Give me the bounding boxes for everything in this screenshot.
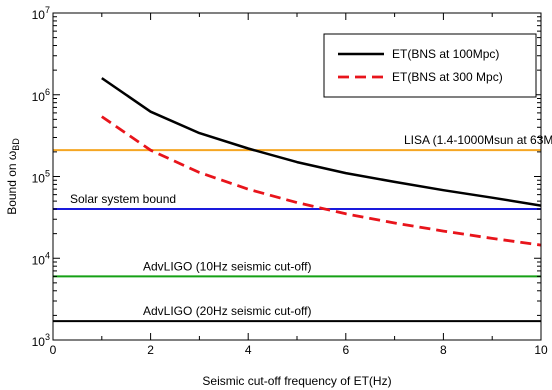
y-axis-label-subscript: BD <box>11 138 21 151</box>
x-tick-label: 2 <box>147 343 154 357</box>
y-tick-mantissa: 10 <box>32 90 46 104</box>
reference-labels: LISA (1.4-1000Msun at 63Mpc) Solar system… <box>70 133 552 318</box>
y-tick-label: 107 <box>32 5 50 22</box>
legend-box <box>323 33 537 98</box>
y-tick-mantissa: 10 <box>32 172 46 186</box>
legend-label-et-300mpc: ET(BNS at 300 Mpc) <box>392 70 503 84</box>
y-axis-label: Bound on ωBD <box>5 138 21 215</box>
reference-label-advligo-20hz-seismic-cut-off: AdvLIGO (20Hz seismic cut-off) <box>143 304 312 318</box>
y-tick-exponent: 4 <box>45 250 50 260</box>
series-lines <box>101 77 542 247</box>
legend-label-et-100mpc: ET(BNS at 100Mpc) <box>392 47 499 61</box>
y-tick-label: 103 <box>32 332 50 349</box>
axis-ticks <box>52 12 542 341</box>
reference-label-advligo-10hz-seismic-cut-off: AdvLIGO (10Hz seismic cut-off) <box>143 259 312 273</box>
x-tick-label: 0 <box>50 343 57 357</box>
y-tick-mantissa: 10 <box>32 335 46 349</box>
x-axis-label: Seismic cut-off frequency of ET(Hz) <box>202 374 391 388</box>
y-tick-exponent: 5 <box>45 169 50 179</box>
x-tick-label: 6 <box>342 343 349 357</box>
x-tick-label: 8 <box>440 343 447 357</box>
reference-label-solar-system-bound: Solar system bound <box>70 192 176 206</box>
series-line-et-bns-at-300-mpc <box>101 115 542 247</box>
y-tick-exponent: 7 <box>45 5 50 15</box>
y-tick-label: 105 <box>32 169 50 186</box>
x-tick-label: 4 <box>245 343 252 357</box>
reference-label-lisa-1-4-1000msun-at-63mpc: LISA (1.4-1000Msun at 63Mpc) <box>404 133 552 147</box>
y-tick-label: 106 <box>32 87 50 104</box>
y-tick-mantissa: 10 <box>32 8 46 22</box>
y-tick-exponent: 3 <box>45 332 50 342</box>
y-tick-exponent: 6 <box>45 87 50 97</box>
y-axis-label-main: Bound on ω <box>5 151 19 215</box>
x-tick-label: 10 <box>534 343 548 357</box>
y-tick-mantissa: 10 <box>32 253 46 267</box>
legend: ET(BNS at 100Mpc) ET(BNS at 300 Mpc) <box>323 33 537 98</box>
reference-lines <box>53 149 541 323</box>
series-line-et-bns-at-100mpc <box>101 77 542 207</box>
y-tick-label: 104 <box>32 250 50 267</box>
